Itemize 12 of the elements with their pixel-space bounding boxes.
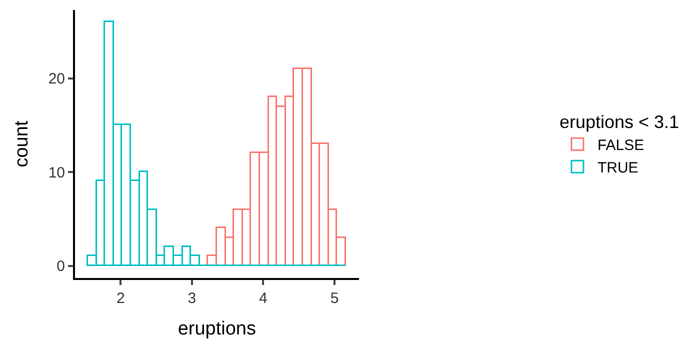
x-tick-label: 3 [188, 290, 196, 307]
x-tick-label: 2 [116, 290, 125, 307]
y-axis-title: count [12, 120, 33, 168]
x-tick-label: 4 [259, 290, 268, 307]
x-axis-title: eruptions [178, 318, 256, 340]
y-tick-label: 20 [48, 70, 65, 88]
y-tick-label: 10 [48, 164, 65, 182]
legend-label: TRUE [597, 160, 638, 176]
y-tick-label: 0 [56, 258, 65, 276]
x-tick-label: 5 [330, 290, 339, 307]
legend-title: eruptions < 3.1 [559, 112, 680, 132]
legend-label: FALSE [597, 137, 644, 154]
